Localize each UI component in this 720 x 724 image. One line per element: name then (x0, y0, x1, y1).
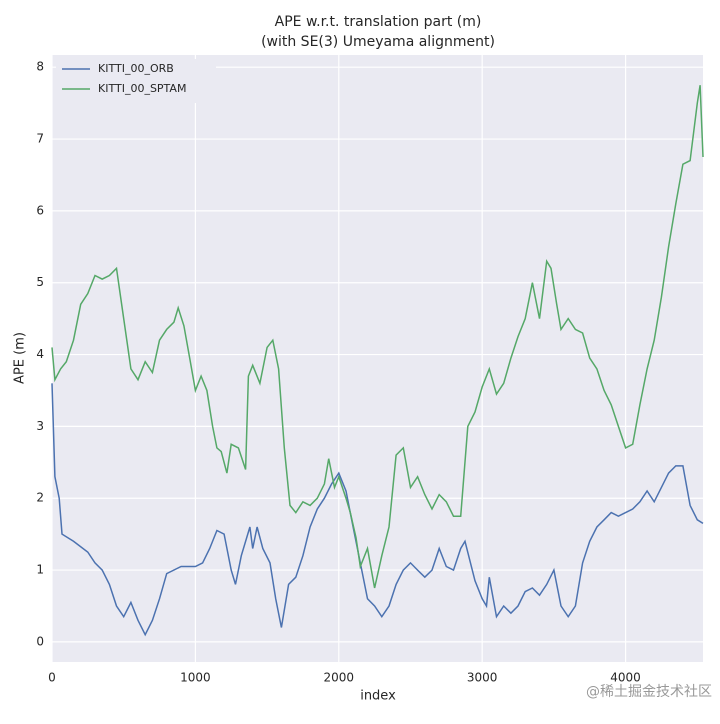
y-tick-label: 7 (36, 132, 44, 146)
y-axis-label: APE (m) (13, 332, 28, 384)
legend-box (56, 59, 216, 103)
series-line (51, 383, 704, 637)
legend-label: KITTI_00_ORB (98, 62, 174, 75)
chart-subtitle: (with SE(3) Umeyama alignment) (261, 34, 495, 50)
chart-title: APE w.r.t. translation part (m) (275, 14, 482, 30)
y-tick-label: 0 (36, 634, 44, 648)
y-tick-label: 3 (36, 419, 44, 433)
legend-label: KITTI_00_SPTAM (98, 82, 186, 95)
x-tick-label: 2000 (324, 671, 355, 685)
x-tick-label: 1000 (180, 671, 211, 685)
y-tick-label: 6 (36, 203, 44, 217)
plot-area (52, 55, 703, 662)
watermark: @稀土掘金技术社区 (586, 684, 712, 700)
y-tick-label: 8 (36, 60, 44, 74)
x-tick-label: 4000 (610, 671, 641, 685)
y-tick-label: 2 (36, 491, 44, 505)
x-tick-label: 3000 (467, 671, 498, 685)
y-tick-label: 4 (36, 347, 44, 361)
series-line (51, 85, 704, 589)
x-tick-label: 0 (48, 671, 56, 685)
x-axis-label: index (360, 689, 396, 704)
y-tick-label: 1 (36, 563, 44, 577)
y-tick-label: 5 (36, 275, 44, 289)
